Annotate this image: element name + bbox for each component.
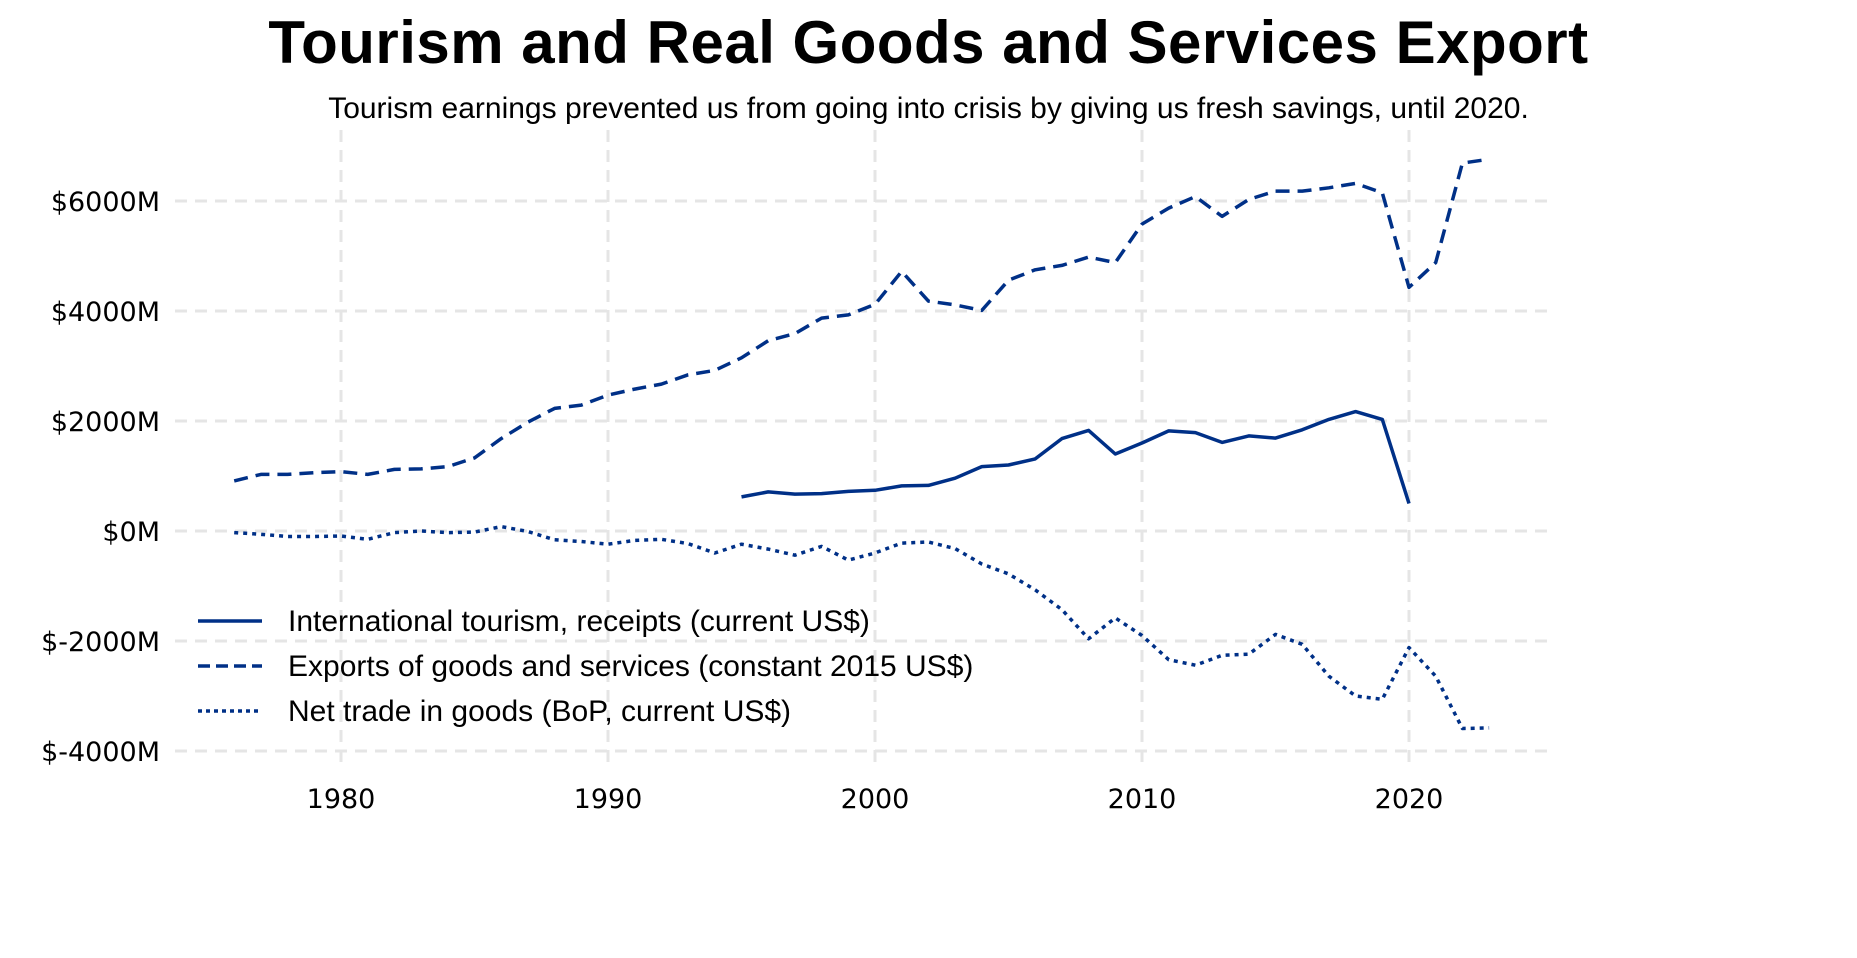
x-tick-label: 2010 xyxy=(1108,784,1177,815)
legend-label: Net trade in goods (BoP, current US$) xyxy=(288,695,791,728)
chart-title: Tourism and Real Goods and Services Expo… xyxy=(268,9,1589,76)
y-tick-label: $0M xyxy=(102,517,160,548)
y-tick-label: $4000M xyxy=(51,297,160,328)
x-tick-label: 1980 xyxy=(307,784,376,815)
y-tick-label: $6000M xyxy=(51,187,160,218)
series-line-dashed xyxy=(233,157,1490,483)
legend: International tourism, receipts (current… xyxy=(198,605,973,728)
chart-subtitle: Tourism earnings prevented us from going… xyxy=(328,92,1529,125)
x-tick-label: 1990 xyxy=(574,784,643,815)
y-tick-label: $2000M xyxy=(51,407,160,438)
x-tick-label: 2020 xyxy=(1375,784,1444,815)
legend-label: International tourism, receipts (current… xyxy=(288,605,870,638)
series-line-solid xyxy=(741,409,1411,505)
series-lines xyxy=(233,157,1490,731)
y-tick-label: $-2000M xyxy=(41,627,160,658)
y-tick-label: $-4000M xyxy=(41,737,160,768)
y-axis: $-4000M $-2000M $0M $2000M $4000M $6000M xyxy=(41,187,160,768)
x-tick-label: 2000 xyxy=(841,784,910,815)
x-axis: 1980 1990 2000 2010 2020 xyxy=(307,784,1444,815)
legend-label: Exports of goods and services (constant … xyxy=(288,650,973,683)
series-line-dotted xyxy=(234,524,1490,731)
